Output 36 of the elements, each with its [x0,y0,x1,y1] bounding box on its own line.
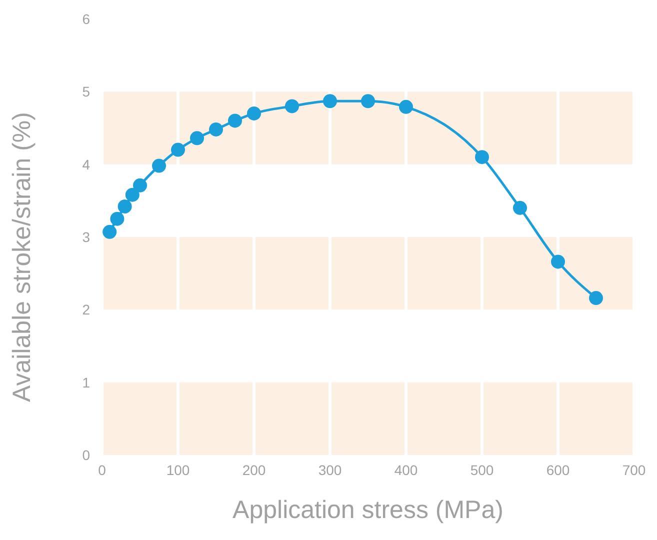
x-tick-label: 600 [546,462,570,478]
point [190,131,204,146]
point [323,94,337,108]
point [513,200,527,215]
x-axis-title: Application stress (MPa) [232,496,504,524]
y-axis-title: Available stroke/strain (%) [8,112,36,402]
point [125,188,140,202]
point [118,199,132,214]
point [152,158,166,173]
point [110,212,124,226]
y-tick-label: 3 [82,229,90,245]
y-tick-label: 4 [82,156,90,172]
point [551,254,565,269]
point [247,106,261,120]
x-tick-label: 200 [242,462,266,478]
point [399,100,413,114]
x-tick-label: 400 [394,462,418,478]
y-tick-label: 5 [82,84,90,100]
point [589,291,603,306]
point [102,224,117,239]
x-tick-label: 700 [622,462,646,478]
point [133,178,147,192]
point [209,122,223,136]
x-tick-label: 300 [318,462,342,478]
x-tick-label: 0 [98,462,106,478]
x-tick-label: 500 [470,462,494,478]
y-tick-label: 2 [82,302,90,318]
point [475,150,489,164]
point [361,94,375,108]
point [171,142,185,157]
point [228,114,242,128]
y-tick-label: 0 [82,447,90,463]
y-tick-label: 1 [82,374,90,390]
point [285,99,299,114]
y-tick-label: 6 [82,11,90,27]
x-tick-label: 100 [166,462,190,478]
